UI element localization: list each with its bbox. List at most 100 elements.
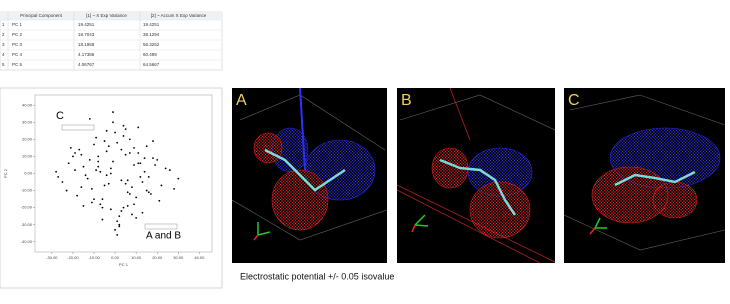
point [128, 152, 131, 154]
table-row-number: 1 [2, 22, 5, 27]
x-tick-label: -10.00 [88, 255, 100, 260]
table-cell: 19.4251 [143, 22, 160, 27]
panel-a [231, 87, 388, 263]
point [112, 160, 114, 163]
point [101, 206, 104, 209]
x-axis-label: PC 1 [119, 262, 129, 267]
x-tick-label: 20.00 [152, 255, 163, 260]
point [126, 205, 129, 207]
point [133, 164, 135, 166]
x-tick-label: 40.00 [194, 255, 205, 260]
table-cell: 19.4251 [78, 22, 95, 27]
y-tick-label: -10.00 [21, 188, 33, 193]
table-header-cell: [1] ~ X Exp Variance [86, 13, 127, 18]
x-tick-label: 0.00 [111, 255, 120, 260]
point [57, 176, 60, 178]
point [118, 223, 121, 226]
point [160, 184, 163, 187]
point [103, 140, 106, 142]
x-tick-label: 10.00 [131, 255, 142, 260]
point [74, 152, 76, 154]
point [93, 198, 95, 200]
y-tick-label: 20.00 [22, 136, 33, 141]
point [88, 117, 91, 120]
point [107, 182, 110, 185]
point [112, 121, 114, 124]
plot-area [34, 94, 213, 253]
point [69, 147, 72, 149]
point [145, 189, 148, 192]
point [131, 213, 133, 216]
point [86, 177, 89, 180]
table-frame [0, 11, 223, 71]
point [55, 170, 57, 173]
point [137, 152, 140, 154]
point [158, 199, 161, 202]
point [93, 143, 95, 146]
point [118, 225, 121, 228]
point [72, 155, 74, 158]
point [128, 193, 131, 195]
point [101, 198, 104, 200]
table-cell: 18.1958 [78, 42, 95, 47]
point [143, 157, 146, 160]
y-tick-label: 0.00 [24, 171, 33, 176]
point [82, 205, 85, 207]
point [124, 153, 127, 156]
point [128, 138, 131, 141]
point [103, 184, 106, 187]
point [133, 203, 135, 206]
point [82, 165, 85, 168]
point [88, 158, 91, 161]
point [156, 158, 159, 161]
point [105, 150, 108, 153]
x-tick-label: -30.00 [46, 255, 58, 260]
variance-table: Principal Component [1] ~ X Exp Variance [… [0, 11, 223, 71]
table-cell: PC 2 [12, 32, 23, 37]
table-cell: PC 5 [12, 62, 23, 67]
point [133, 147, 135, 149]
point [99, 203, 102, 206]
table-cell: 18.7043 [78, 32, 95, 37]
table-row-number: 3 [2, 42, 5, 47]
point [61, 181, 64, 183]
point [114, 131, 116, 134]
point [177, 177, 180, 180]
point [76, 194, 79, 197]
point [105, 174, 108, 177]
point [139, 162, 142, 165]
panel-c [563, 88, 726, 263]
point [105, 129, 108, 132]
point [124, 182, 127, 185]
point [145, 145, 148, 148]
point [152, 140, 154, 142]
point [122, 124, 125, 127]
x-tick-label: -20.00 [67, 255, 79, 260]
point [149, 193, 152, 195]
table-cell: 4.06767 [78, 62, 95, 67]
point [139, 176, 142, 178]
point [147, 176, 150, 178]
point-label-box [61, 124, 95, 131]
point [95, 136, 98, 139]
panel-label: A [236, 92, 247, 109]
table-cell: PC 3 [12, 42, 23, 47]
table-header-bg [0, 12, 222, 20]
point [97, 165, 100, 168]
point [109, 167, 112, 170]
panel-label: C [568, 92, 580, 109]
point [122, 135, 125, 137]
point [137, 162, 140, 165]
point [152, 157, 154, 160]
point [101, 218, 104, 221]
point [90, 187, 93, 190]
point [109, 208, 112, 211]
point [80, 186, 83, 189]
annotation: C [56, 110, 64, 122]
point [126, 191, 129, 194]
point [122, 206, 125, 209]
y-tick-label: -30.00 [21, 222, 33, 227]
table-cell: 4.17386 [78, 52, 95, 57]
